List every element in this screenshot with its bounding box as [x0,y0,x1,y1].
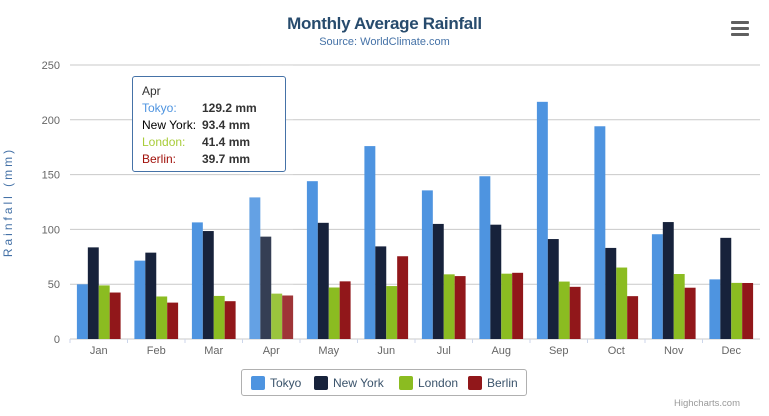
svg-text:Apr: Apr [263,345,280,357]
svg-text:0: 0 [54,334,60,346]
svg-text:Nov: Nov [664,345,684,357]
svg-text:200: 200 [42,115,60,127]
svg-text:Mar: Mar [204,345,223,357]
svg-text:250: 250 [42,60,60,72]
svg-text:Oct: Oct [608,345,625,357]
svg-text:Dec: Dec [721,345,741,357]
svg-text:Jan: Jan [90,345,108,357]
svg-text:Sep: Sep [549,345,569,357]
svg-text:150: 150 [42,170,60,182]
svg-text:Jul: Jul [437,345,451,357]
svg-text:Feb: Feb [147,345,166,357]
svg-text:100: 100 [42,224,60,236]
svg-text:May: May [318,345,339,357]
svg-text:Aug: Aug [491,345,511,357]
svg-text:Jun: Jun [377,345,395,357]
svg-text:50: 50 [48,279,60,291]
